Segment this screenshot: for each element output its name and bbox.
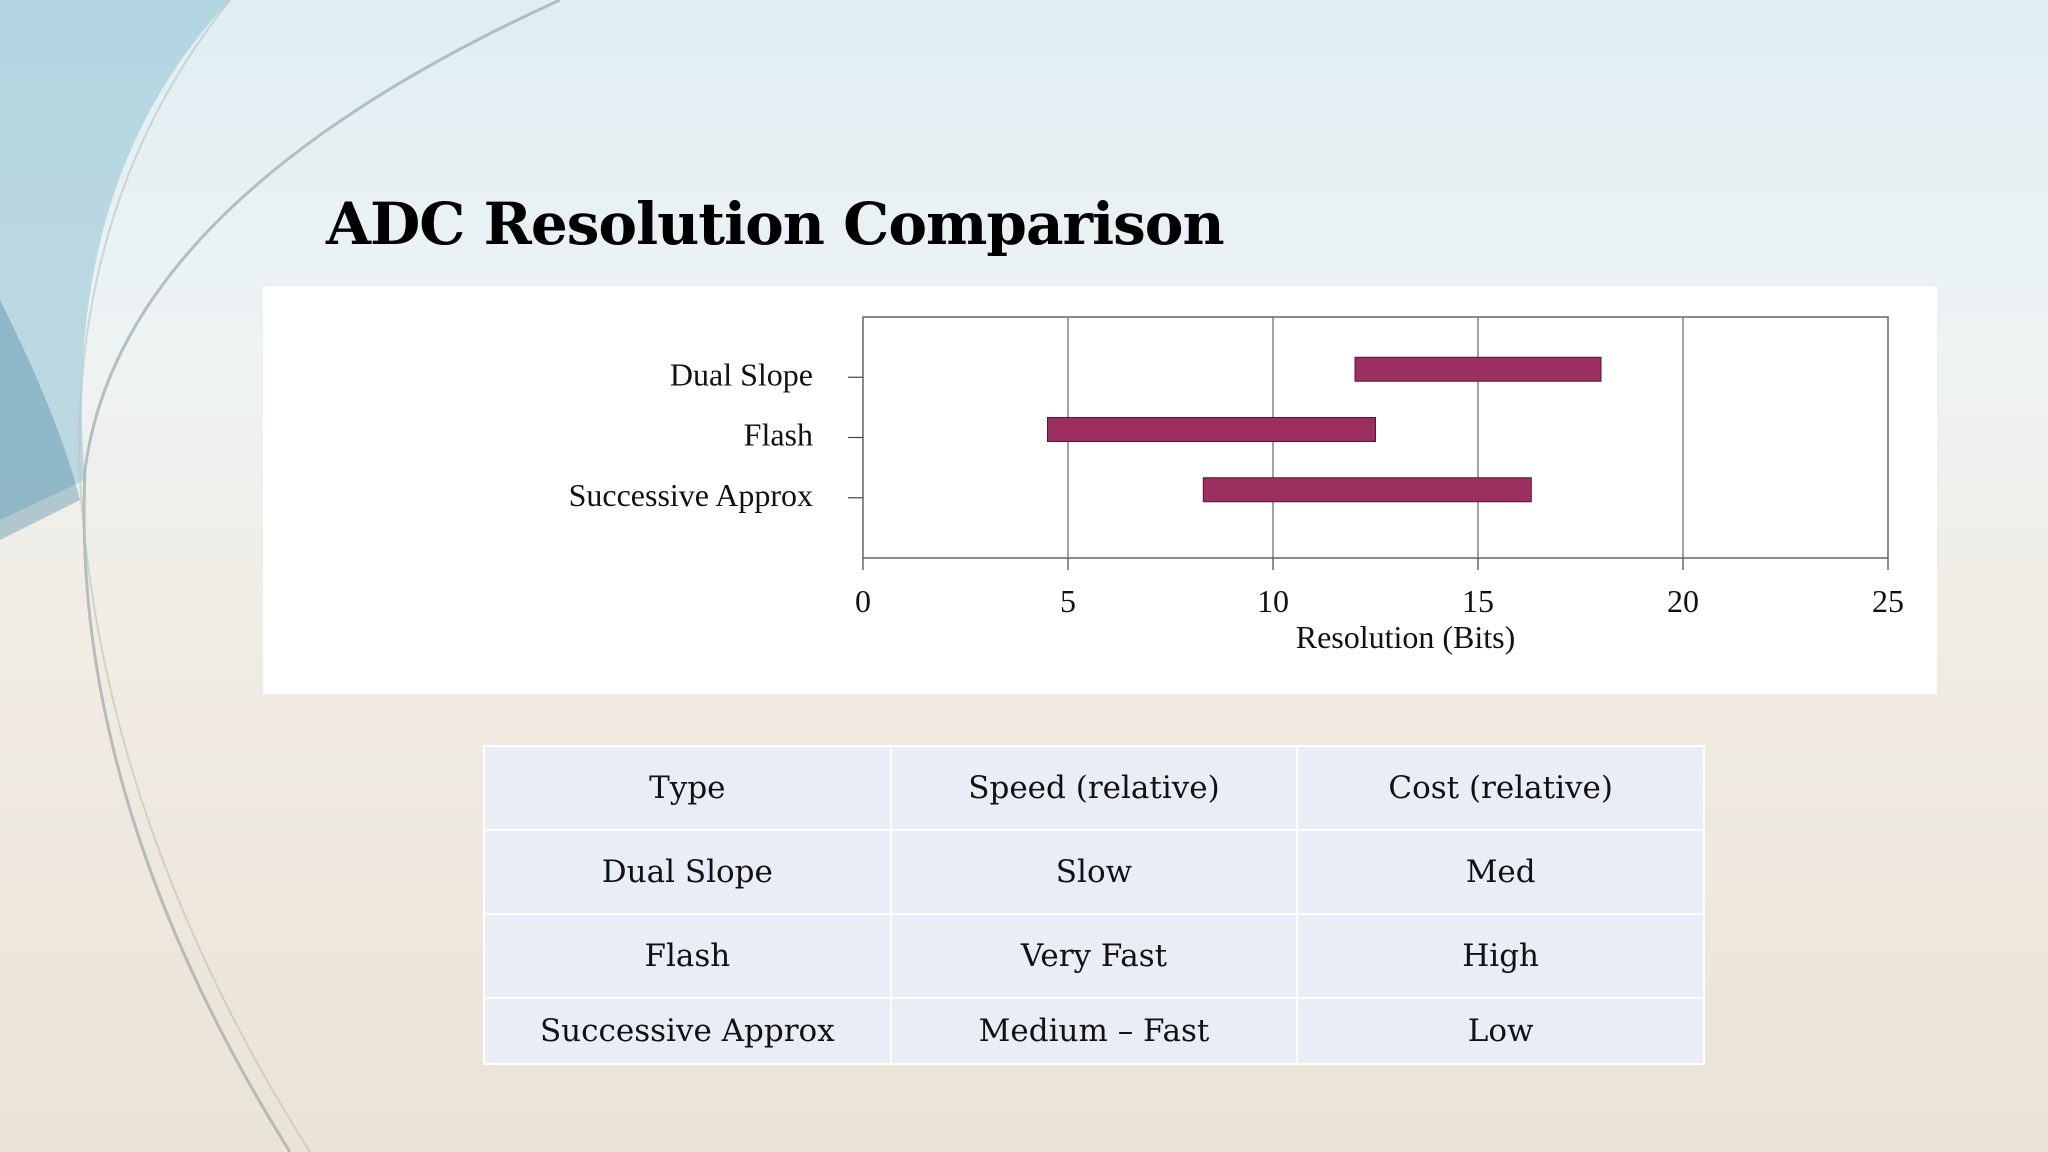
cell-cost: Low	[1296, 997, 1705, 1065]
x-tick-label: 20	[1667, 583, 1699, 619]
cell-type: Successive Approx	[483, 997, 892, 1065]
y-category-label: Successive Approx	[569, 477, 813, 513]
table-row: Flash Very Fast High	[483, 913, 1705, 999]
table-row: Dual Slope Slow Med	[483, 829, 1705, 915]
cell-type: Dual Slope	[483, 829, 892, 915]
x-tick-label: 5	[1060, 583, 1076, 619]
cell-type: Flash	[483, 913, 892, 999]
y-category-label: Flash	[744, 417, 813, 453]
cell-cost: High	[1296, 913, 1705, 999]
range-bar	[1047, 417, 1376, 442]
table-header-row: Type Speed (relative) Cost (relative)	[483, 745, 1705, 831]
header-speed: Speed (relative)	[889, 745, 1299, 831]
cell-speed: Very Fast	[889, 913, 1299, 999]
x-tick-label: 15	[1462, 583, 1494, 619]
table-row: Successive Approx Medium – Fast Low	[483, 997, 1705, 1065]
y-category-label: Dual Slope	[670, 356, 813, 392]
adc-comparison-table: Type Speed (relative) Cost (relative) Du…	[483, 745, 1705, 1065]
x-tick-label: 10	[1257, 583, 1289, 619]
range-bar	[1354, 356, 1602, 382]
x-tick-label: 0	[855, 583, 871, 619]
cell-cost: Med	[1296, 829, 1705, 915]
range-bar	[1202, 477, 1532, 503]
x-axis-label: Resolution (Bits)	[1296, 619, 1516, 655]
cell-speed: Slow	[889, 829, 1299, 915]
chart-panel: 0 5 10 15 20 25 Dual Slope Flash Successive Appr…	[263, 286, 1937, 694]
slide-title: ADC Resolution Comparison	[326, 190, 1225, 258]
x-tick-label: 25	[1872, 583, 1904, 619]
header-cost: Cost (relative)	[1296, 745, 1705, 831]
cell-speed: Medium – Fast	[889, 997, 1299, 1065]
header-type: Type	[483, 745, 892, 831]
resolution-chart: 0 5 10 15 20 25 Dual Slope Flash Successive Appr…	[569, 316, 1904, 655]
